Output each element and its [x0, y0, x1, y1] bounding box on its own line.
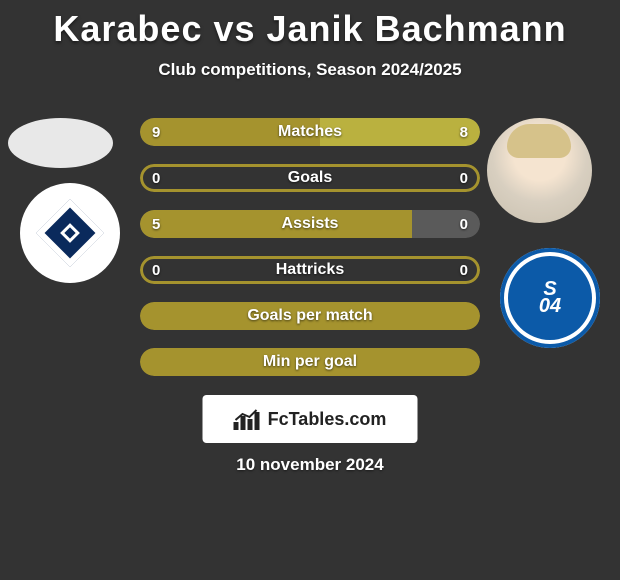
fctables-icon [234, 408, 262, 430]
stat-row: 50Assists [140, 210, 480, 238]
stat-label: Matches [140, 118, 480, 146]
stat-row: 00Goals [140, 164, 480, 192]
club-left-logo-center [60, 223, 80, 243]
stat-row: 98Matches [140, 118, 480, 146]
club-right-logo-bot: 04 [539, 298, 561, 315]
stat-label: Min per goal [140, 348, 480, 376]
stat-label: Hattricks [140, 256, 480, 284]
footer-brand-badge: FcTables.com [203, 395, 418, 443]
stat-label: Assists [140, 210, 480, 238]
footer-brand-text: FcTables.com [268, 409, 387, 430]
page-title: Karabec vs Janik Bachmann [0, 0, 620, 50]
club-left-logo [20, 183, 120, 283]
stat-bars: 98Matches 00Goals 50Assists 00Hattricks Goal… [140, 118, 480, 394]
player-left-avatar [8, 118, 113, 168]
player-right-hair [507, 124, 571, 158]
club-left-logo-inner [36, 199, 104, 267]
stat-row: Min per goal [140, 348, 480, 376]
club-right-logo-text: S 04 [539, 281, 561, 315]
stat-label: Goals [140, 164, 480, 192]
player-right-avatar [487, 118, 592, 223]
club-right-logo: S 04 [500, 248, 600, 348]
stat-row: 00Hattricks [140, 256, 480, 284]
page-subtitle: Club competitions, Season 2024/2025 [0, 60, 620, 80]
stat-label: Goals per match [140, 302, 480, 330]
footer-date: 10 november 2024 [0, 455, 620, 475]
stat-row: Goals per match [140, 302, 480, 330]
